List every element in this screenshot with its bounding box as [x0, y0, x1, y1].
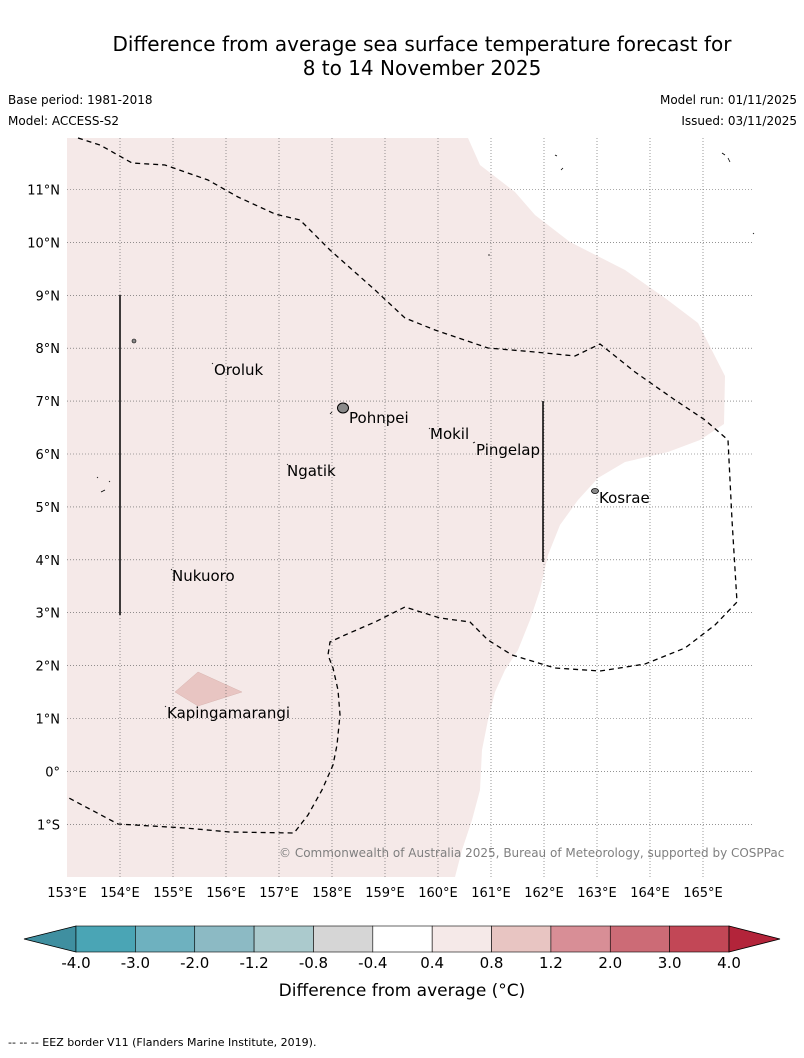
- islet-marks: [96, 152, 755, 708]
- lat-label: 0°: [45, 765, 60, 780]
- colorbar-segment: [669, 925, 730, 953]
- colorbar-tick-label: -0.8: [299, 954, 328, 972]
- colorbar-segment: [491, 925, 552, 953]
- lon-label: 154°E: [100, 886, 140, 901]
- place-label-nukuoro: Nukuoro: [172, 567, 235, 585]
- place-label-kosrae: Kosrae: [599, 489, 650, 507]
- lat-label: 4°N: [36, 554, 61, 569]
- islet-west: [131, 338, 137, 344]
- colorbar-segment: [75, 925, 136, 953]
- colorbar-extend-low: [23, 925, 77, 953]
- copyright-text: © Commonwealth of Australia 2025, Bureau…: [279, 846, 784, 860]
- lat-label: 6°N: [36, 448, 61, 463]
- title-line-1: Difference from average sea surface temp…: [112, 32, 732, 56]
- base-period: Base period: 1981-2018: [8, 93, 153, 107]
- latitude-labels: 11°N 10°N 9°N 8°N 7°N 6°N 5°N 4°N 3°N 2°N 1°N 0° 1°S: [27, 184, 60, 834]
- lat-label: 2°N: [36, 660, 61, 675]
- lon-label: 156°E: [206, 886, 246, 901]
- lat-label: 7°N: [36, 395, 61, 410]
- lat-label: 9°N: [36, 289, 61, 304]
- colorbar: -4.0 -3.0 -2.0 -1.2 -0.8 -0.4 0.4 0.8 1.2 2.0 3.0 4…: [23, 925, 781, 972]
- lon-label: 159°E: [365, 886, 405, 901]
- colorbar-tick-label: -1.2: [239, 954, 268, 972]
- colorbar-segment: [550, 925, 611, 953]
- lat-label: 1°N: [36, 713, 61, 728]
- colorbar-segment: [609, 925, 670, 953]
- pohnpei-island: [337, 402, 349, 414]
- lat-label: 5°N: [36, 501, 61, 516]
- lon-label: 162°E: [524, 886, 564, 901]
- anomaly-patch-strong: [174, 671, 243, 707]
- place-label-mokil: Mokil: [430, 425, 469, 443]
- colorbar-tick-label: -4.0: [61, 954, 90, 972]
- kosrae-island: [591, 488, 599, 494]
- colorbar-segment: [372, 925, 433, 953]
- lon-label: 160°E: [418, 886, 458, 901]
- colorbar-segment: [194, 925, 255, 953]
- place-label-pingelap: Pingelap: [476, 441, 540, 459]
- place-labels: Oroluk Pohnpei Mokil Pingelap Ngatik Kosrae Nu…: [167, 361, 650, 722]
- footnote-eez: -- -- -- EEZ border V11 (Flanders Marine…: [8, 1036, 317, 1049]
- lat-label: 11°N: [27, 184, 60, 199]
- colorbar-segment: [431, 925, 492, 953]
- colorbar-segment: [135, 925, 196, 953]
- lat-label: 3°N: [36, 607, 61, 622]
- colorbar-tick-label: -3.0: [121, 954, 150, 972]
- colorbar-tick-label: 2.0: [598, 954, 622, 972]
- colorbar-tick-label: 4.0: [717, 954, 741, 972]
- anomaly-shading-region: [67, 138, 725, 877]
- colorbar-tick-label: -0.4: [358, 954, 387, 972]
- colorbar-segment: [253, 925, 314, 953]
- map-title: Difference from average sea surface temp…: [0, 32, 804, 80]
- colorbar-extend-high: [728, 925, 781, 953]
- lon-label: 155°E: [153, 886, 193, 901]
- lon-label: 164°E: [630, 886, 670, 901]
- lat-label: 10°N: [27, 236, 60, 251]
- lon-label: 161°E: [471, 886, 511, 901]
- lon-label: 153°E: [47, 886, 87, 901]
- eez-border-north: [66, 137, 738, 834]
- colorbar-segment: [313, 925, 374, 953]
- place-label-kapingamarangi: Kapingamarangi: [167, 704, 290, 722]
- model-run: Model run: 01/11/2025: [659, 93, 797, 107]
- place-label-ngatik: Ngatik: [287, 462, 336, 480]
- place-label-oroluk: Oroluk: [214, 361, 263, 379]
- colorbar-label: Difference from average (°C): [278, 981, 526, 1001]
- lat-label: 8°N: [36, 342, 61, 357]
- lat-label: 1°S: [37, 818, 60, 833]
- issued-date: Issued: 03/11/2025: [681, 114, 797, 128]
- graticule: [67, 138, 754, 877]
- longitude-labels: 153°E 154°E 155°E 156°E 157°E 158°E 159°E 160°E…: [47, 886, 723, 901]
- colorbar-tick-label: 0.8: [480, 954, 504, 972]
- colorbar-tick-label: -2.0: [180, 954, 209, 972]
- model-name: Model: ACCESS-S2: [8, 114, 120, 128]
- lon-label: 163°E: [577, 886, 617, 901]
- colorbar-tick-label: 3.0: [658, 954, 682, 972]
- lon-label: 158°E: [312, 886, 352, 901]
- lon-label: 157°E: [259, 886, 299, 901]
- colorbar-tick-label: 1.2: [539, 954, 563, 972]
- lon-label: 165°E: [683, 886, 723, 901]
- title-line-2: 8 to 14 November 2025: [302, 56, 542, 80]
- colorbar-tick-label: 0.4: [420, 954, 444, 972]
- place-label-pohnpei: Pohnpei: [349, 409, 409, 427]
